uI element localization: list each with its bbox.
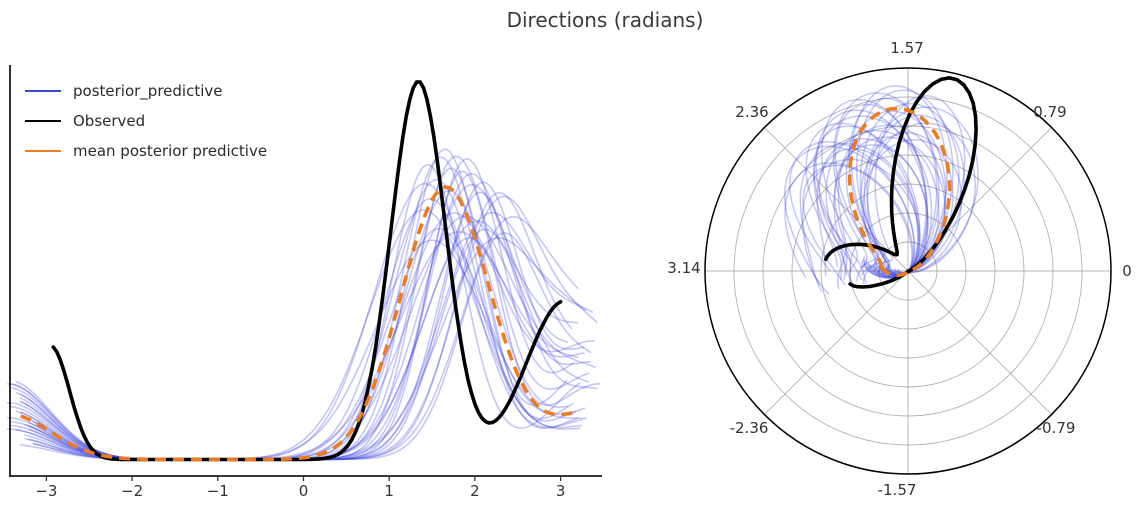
polar-angle-tick-label: 1.57: [890, 39, 923, 57]
posterior-predictive-curve: [19, 163, 581, 461]
polar-spoke-gridline: [907, 270, 1052, 415]
polar-angle-tick-label: 3.14: [667, 259, 700, 277]
legend-item-mean-posterior-predictive: mean posterior predictive: [25, 136, 267, 166]
polar-spoke-gridline: [764, 127, 909, 272]
legend-label: posterior_predictive: [73, 82, 223, 100]
x-tick-label: −3: [35, 482, 57, 500]
polar-angle-tick-label: -0.79: [1037, 419, 1076, 437]
legend-item-observed: Observed: [25, 106, 267, 136]
polar-grid: [704, 67, 1112, 475]
posterior-predictive-curve: [19, 209, 581, 461]
legend-line-swatch-orange: [25, 150, 61, 152]
posterior-predictive-polar-curve: [815, 109, 929, 284]
posterior-predictive-curve: [7, 232, 592, 461]
posterior-predictive-curve: [32, 155, 590, 461]
legend-line-swatch-blue: [25, 90, 61, 92]
posterior-predictive-curve: [32, 237, 587, 461]
left-plot-axes: −3 −2 −1 0 1 2 3: [9, 65, 602, 500]
polar-outer-circle: [704, 67, 1112, 475]
posterior-predictive-curve: [19, 239, 588, 461]
mean-posterior-predictive-curve: [20, 185, 580, 462]
polar-curves: [783, 76, 979, 295]
posterior-predictive-curve: [24, 172, 592, 461]
polar-angle-tick-labels: 0 0.79 1.57 2.36 3.14 -2.36 -1.57 -0.79: [667, 39, 1131, 499]
polar-angle-tick-label: -1.57: [878, 481, 917, 499]
observed-polar-curve: [824, 76, 978, 289]
posterior-predictive-curve: [15, 197, 583, 461]
polar-spoke-gridline: [764, 270, 909, 415]
x-tick-label: 3: [556, 482, 566, 500]
kde-curves: [7, 80, 600, 462]
polar-angle-tick-label: 0.79: [1033, 103, 1066, 121]
legend: posterior_predictive Observed mean poste…: [25, 76, 267, 166]
x-axis-ticks: −3 −2 −1 0 1 2 3: [35, 476, 565, 500]
posterior-predictive-curve: [19, 167, 574, 461]
legend-label: Observed: [73, 112, 146, 130]
polar-angle-tick-label: -2.36: [730, 419, 769, 437]
polar-angle-tick-label: 2.36: [735, 103, 768, 121]
x-tick-label: 0: [299, 482, 309, 500]
x-tick-label: 2: [470, 482, 480, 500]
figure-title: Directions (radians): [506, 8, 704, 32]
legend-line-swatch-black: [25, 120, 61, 122]
x-tick-label: 1: [384, 482, 394, 500]
x-tick-label: −2: [121, 482, 143, 500]
posterior-predictive-curve: [11, 182, 582, 461]
legend-label: mean posterior predictive: [73, 142, 268, 160]
legend-item-posterior-predictive: posterior_predictive: [25, 76, 267, 106]
x-tick-label: −1: [207, 482, 229, 500]
polar-angle-tick-label: 0: [1122, 262, 1132, 280]
mean-posterior-predictive-polar-curve: [847, 106, 952, 277]
